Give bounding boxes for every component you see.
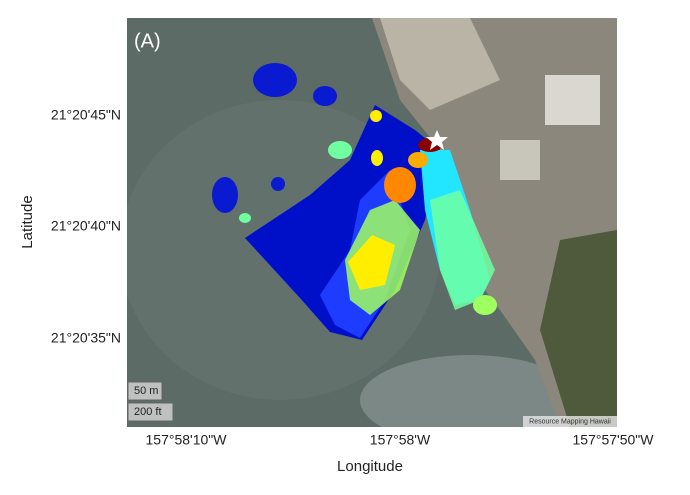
track xyxy=(430,190,495,310)
scale-label: 50 m xyxy=(134,385,158,397)
attribution-box xyxy=(523,416,617,427)
track xyxy=(371,150,383,166)
vegetation xyxy=(540,230,617,427)
attribution: Resource Mapping Hawaii xyxy=(529,418,611,425)
x-axis-label: Longitude xyxy=(337,458,403,475)
scale-label: 200 ft xyxy=(134,406,162,418)
track xyxy=(313,86,337,106)
source-star xyxy=(426,130,448,150)
y-tick-label: 21°20'45"N xyxy=(51,107,121,123)
cloud-glare xyxy=(360,355,580,427)
x-tick-label: 157°57'50"W xyxy=(573,432,655,448)
building xyxy=(500,140,540,180)
building xyxy=(545,75,600,125)
scale-bar xyxy=(127,402,174,422)
track xyxy=(212,177,238,213)
y-tick-label: 21°20'40"N xyxy=(51,218,121,234)
map-image: (A) 50 m 200 ft Resource Mapping Hawaii xyxy=(127,18,617,427)
x-tick-label: 157°58'W xyxy=(370,432,431,448)
track xyxy=(328,141,352,159)
track xyxy=(473,295,497,315)
track xyxy=(384,167,416,203)
track xyxy=(348,235,395,290)
track xyxy=(370,110,382,122)
track xyxy=(408,152,428,168)
panel-label: (A) xyxy=(134,30,161,52)
x-tick-label: 157°58'10"W xyxy=(146,432,228,448)
track xyxy=(239,213,251,223)
y-tick-label: 21°20'35"N xyxy=(51,330,121,346)
track xyxy=(253,63,297,97)
scale-bar xyxy=(127,381,163,401)
pier xyxy=(380,18,500,110)
y-axis-label: Latitude xyxy=(19,195,36,248)
track xyxy=(271,177,285,191)
